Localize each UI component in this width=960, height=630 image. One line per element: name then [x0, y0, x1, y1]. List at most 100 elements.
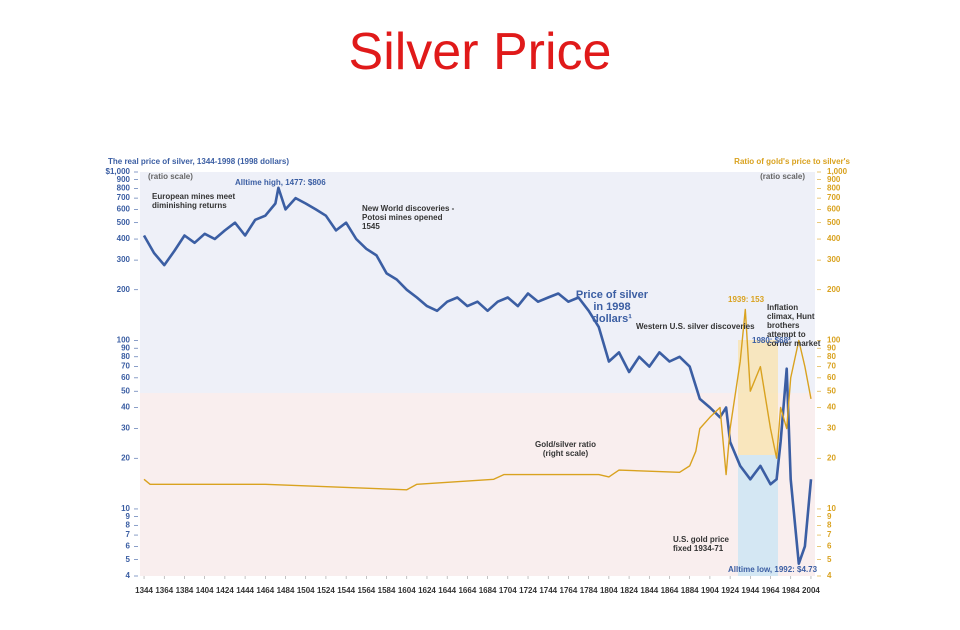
y2-tick-label: 900: [827, 175, 841, 184]
y2-tick-label: 1,000: [827, 167, 848, 176]
y2-tick-label: 30: [827, 424, 836, 433]
x-tick-label: 1584: [378, 586, 396, 595]
y-tick-label: 600: [117, 204, 131, 213]
y-tick-label: 90: [121, 343, 130, 352]
y2-tick-label: 800: [827, 183, 841, 192]
y-tick-label: 9: [126, 512, 131, 521]
x-tick-label: 1864: [661, 586, 679, 595]
x-tick-label: 1744: [539, 586, 557, 595]
y-tick-label: 800: [117, 183, 131, 192]
y-tick-label: 200: [117, 285, 131, 294]
annotation: Western U.S. silver discoveries: [636, 322, 755, 331]
y2-tick-label: 300: [827, 255, 841, 264]
x-tick-label: 1964: [762, 586, 780, 595]
y-tick-label: 900: [117, 175, 131, 184]
x-tick-label: 1604: [398, 586, 416, 595]
y-tick-label: $1,000: [106, 167, 131, 176]
y2-scale-note: (ratio scale): [760, 172, 805, 181]
y2-tick-label: 700: [827, 193, 841, 202]
y2-tick-label: 60: [827, 373, 836, 382]
y-tick-label: 10: [121, 504, 130, 513]
x-tick-label: 1824: [620, 586, 638, 595]
annotation: 1980: $68²: [752, 336, 791, 345]
x-tick-label: 1404: [196, 586, 214, 595]
y-tick-label: 60: [121, 373, 130, 382]
y2-tick-label: 50: [827, 386, 836, 395]
x-tick-label: 1804: [600, 586, 618, 595]
annotation: Inflation climax, Hunt brothers attempt …: [767, 303, 821, 348]
upper-background: [140, 172, 815, 393]
x-tick-label: 1764: [560, 586, 578, 595]
y-tick-label: 70: [121, 362, 130, 371]
x-tick-label: 2004: [802, 586, 820, 595]
series-line: [143, 308, 812, 491]
y2-tick-label: 40: [827, 403, 836, 412]
gold-fixed-band: [738, 455, 778, 576]
y-tick-label: 50: [121, 386, 130, 395]
x-tick-label: 1924: [721, 586, 739, 595]
x-tick-label: 1624: [418, 586, 436, 595]
x-tick-label: 1444: [236, 586, 254, 595]
x-tick-label: 1564: [357, 586, 375, 595]
x-tick-label: 1884: [681, 586, 699, 595]
y-tick-label: 6: [126, 541, 131, 550]
x-tick-label: 1984: [782, 586, 800, 595]
y2-tick-label: 7: [827, 530, 832, 539]
y2-tick-label: 100: [827, 336, 841, 345]
series-label: Price of silver in 1998 dollars¹: [575, 289, 649, 325]
y-tick-label: 20: [121, 453, 130, 462]
y-tick-label: 5: [126, 555, 131, 564]
x-tick-label: 1784: [580, 586, 598, 595]
y2-tick-label: 6: [827, 541, 832, 550]
y2-tick-label: 500: [827, 218, 841, 227]
y2-axis-title: Ratio of gold's price to silver's: [734, 157, 850, 166]
annotation: 1939: 153: [728, 295, 765, 304]
page-title: Silver Price: [348, 23, 612, 81]
y2-tick-label: 80: [827, 352, 836, 361]
y2-tick-label: 200: [827, 285, 841, 294]
y2-tick-label: 4: [827, 571, 832, 580]
y2-tick-label: 5: [827, 555, 832, 564]
y-tick-label: 7: [126, 530, 131, 539]
y-tick-label: 4: [126, 571, 131, 580]
y2-tick-label: 20: [827, 453, 836, 462]
x-tick-label: 1424: [216, 586, 234, 595]
x-tick-label: 1524: [317, 586, 335, 595]
y-tick-label: 700: [117, 193, 131, 202]
annotation: Alltime high, 1477: $806: [235, 178, 326, 187]
y2-tick-label: 8: [827, 520, 832, 529]
x-tick-label: 1944: [741, 586, 759, 595]
x-tick-label: 1904: [701, 586, 719, 595]
annotation: U.S. gold price fixed 1934-71: [673, 535, 730, 553]
y-tick-label: 40: [121, 403, 130, 412]
y-tick-label: 300: [117, 255, 131, 264]
x-tick-label: 1704: [499, 586, 517, 595]
y2-tick-label: 10: [827, 504, 836, 513]
x-tick-label: 1504: [297, 586, 315, 595]
x-tick-label: 1844: [640, 586, 658, 595]
y-scale-note: (ratio scale): [148, 172, 193, 181]
x-tick-label: 1664: [458, 586, 476, 595]
annotation: European mines meet diminishing returns: [152, 192, 236, 210]
x-tick-label: 1344: [135, 586, 153, 595]
series-label: Gold/silver ratio (right scale): [535, 440, 596, 458]
y-tick-label: 80: [121, 352, 130, 361]
y-tick-label: 100: [117, 336, 131, 345]
annotation: Alltime low, 1992: $4.73: [728, 565, 818, 574]
y2-tick-label: 600: [827, 204, 841, 213]
y-tick-label: 30: [121, 424, 130, 433]
x-tick-label: 1484: [277, 586, 295, 595]
y2-tick-label: 70: [827, 362, 836, 371]
x-tick-label: 1544: [337, 586, 355, 595]
x-tick-label: 1684: [479, 586, 497, 595]
y-tick-label: 500: [117, 218, 131, 227]
y2-tick-label: 90: [827, 343, 836, 352]
x-tick-label: 1364: [155, 586, 173, 595]
x-tick-label: 1464: [256, 586, 274, 595]
x-tick-label: 1724: [519, 586, 537, 595]
x-tick-label: 1384: [176, 586, 194, 595]
y2-tick-label: 400: [827, 234, 841, 243]
series-line: [142, 186, 813, 565]
